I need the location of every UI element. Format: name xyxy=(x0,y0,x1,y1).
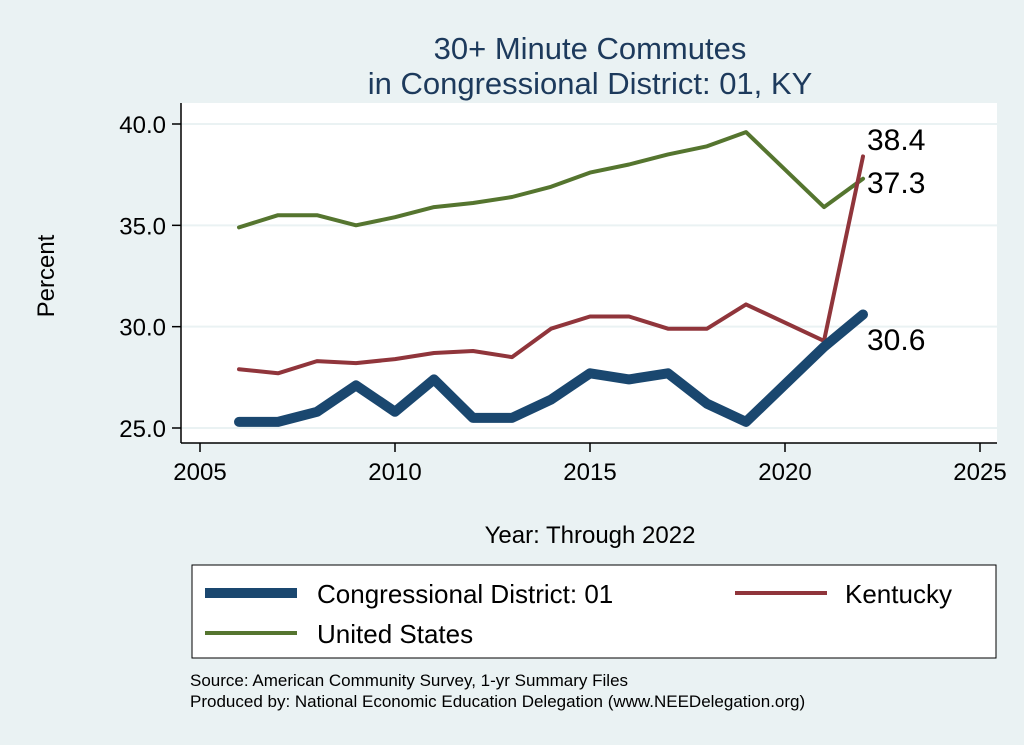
legend-label-0: Congressional District: 01 xyxy=(317,579,613,609)
y-tick-label: 25.0 xyxy=(119,416,166,443)
x-tick-label: 2005 xyxy=(173,459,226,486)
legend-label-2: United States xyxy=(317,619,473,649)
x-tick-label: 2015 xyxy=(563,459,616,486)
series-line-congressional-district-01 xyxy=(234,309,868,427)
chart-title-line1: 30+ Minute Commutes xyxy=(434,31,747,66)
series-layer xyxy=(234,130,868,427)
end-label-series-2: 37.3 xyxy=(867,167,925,200)
chart-title-line2: in Congressional District: 01, KY xyxy=(368,66,813,101)
y-tick-label: 35.0 xyxy=(119,213,166,240)
legend: Congressional District: 01 Kentucky United… xyxy=(191,564,997,659)
source-line1: Source: American Community Survey, 1-yr … xyxy=(190,671,628,690)
legend-label-1: Kentucky xyxy=(845,579,952,609)
end-label-series-0: 30.6 xyxy=(867,324,925,357)
grid-lines xyxy=(181,123,997,429)
end-labels: 30.6 38.4 37.3 xyxy=(867,124,925,357)
x-axis-title: Year: Through 2022 xyxy=(485,522,696,549)
axes: 25.0 30.0 35.0 40.0 2005 2010 2015 2020 2025 xyxy=(119,103,1007,486)
y-tick-label: 40.0 xyxy=(119,112,166,139)
end-label-series-1: 38.4 xyxy=(867,124,925,157)
series-line-united-states xyxy=(237,130,865,230)
y-axis-title: Percent xyxy=(33,234,60,317)
x-tick-label: 2010 xyxy=(368,459,421,486)
y-tick-label: 30.0 xyxy=(119,315,166,342)
series-line-kentucky xyxy=(237,154,865,376)
x-tick-label: 2020 xyxy=(758,459,811,486)
x-tick-label: 2025 xyxy=(953,459,1006,486)
source-line2: Produced by: National Economic Education… xyxy=(190,692,805,711)
legend-box xyxy=(191,564,997,659)
